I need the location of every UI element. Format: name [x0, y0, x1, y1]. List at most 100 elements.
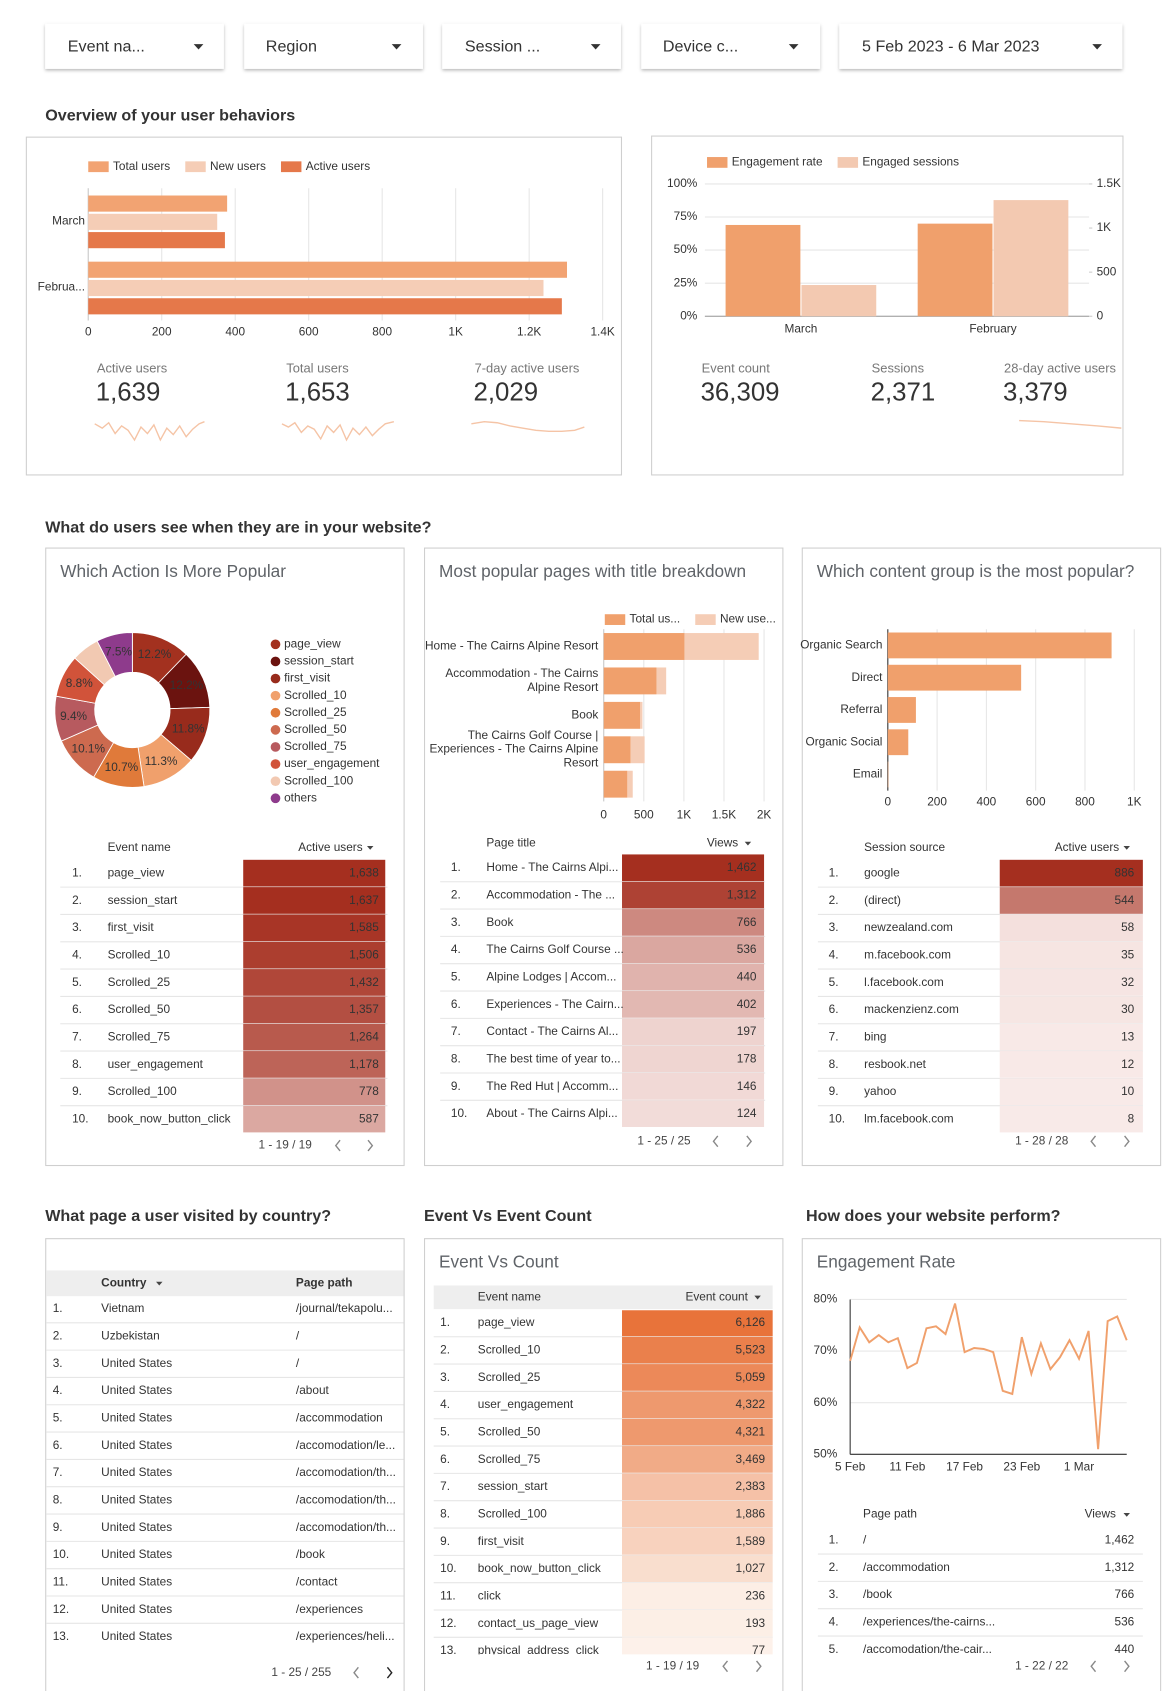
filter-dropdown[interactable]	[45, 23, 224, 69]
row-number: 4.	[440, 1397, 450, 1411]
table-cell: 1,027	[736, 1561, 766, 1575]
prev-page[interactable]	[1090, 1660, 1097, 1673]
column-header: Views	[707, 835, 738, 849]
next-page[interactable]	[367, 1139, 374, 1152]
table-cell: United States	[101, 1547, 172, 1561]
table-cell: Book	[486, 915, 513, 929]
table-cell: 766	[737, 915, 757, 929]
pagination: 1 - 19 / 19	[259, 1138, 313, 1152]
row-number: 4.	[72, 948, 82, 962]
y-tick-label: 0%	[680, 308, 698, 322]
legend-label: Scrolled_10	[284, 688, 347, 702]
bar	[887, 632, 1112, 659]
bar	[993, 200, 1069, 317]
table-cell: 440	[737, 970, 757, 984]
scorecard-label: 7-day active users	[475, 360, 580, 375]
prev-page[interactable]	[334, 1139, 341, 1152]
table-cell: /journal/tekapolu...	[296, 1301, 393, 1315]
y-tick-label: Accommodation - The Cairns Alpine Resort	[445, 666, 599, 694]
table-cell: 587	[359, 1111, 379, 1125]
column-header: Page path	[863, 1507, 917, 1521]
table-body: 1. / 1,462 2. /accommodation 1,312 3. /book 766 4…	[817, 1533, 1143, 1654]
table-cell: Scrolled_75	[108, 1030, 171, 1044]
table-cell: The best time of year to...	[486, 1051, 620, 1065]
heat-cell	[622, 1364, 773, 1391]
legend-label: New use...	[720, 612, 776, 626]
row-number: 2.	[451, 888, 461, 902]
table-cell: 178	[737, 1051, 757, 1065]
x-tick-label: 400	[977, 795, 997, 809]
legend-label: first_visit	[284, 671, 331, 685]
bar	[88, 195, 228, 212]
x-tick-label: March	[784, 321, 817, 335]
filter-dropdown[interactable]	[244, 23, 423, 69]
table-cell: /accommodation	[863, 1560, 950, 1574]
table-cell: page_view	[478, 1315, 535, 1329]
table-cell: first_visit	[108, 920, 155, 934]
row-number: 11.	[440, 1588, 456, 1602]
slice-label: 12.2%	[170, 678, 204, 692]
legend-label: Engagement rate	[732, 155, 823, 169]
x-tick-label: 800	[372, 325, 392, 339]
row-number: 6.	[451, 997, 461, 1011]
card-title: Engagement Rate	[817, 1251, 956, 1271]
table-cell: 1,589	[736, 1534, 766, 1548]
table-cell: 1,312	[1105, 1560, 1135, 1574]
bar	[603, 770, 628, 798]
legend-swatch	[707, 157, 728, 168]
card-title: Which content group is the most popular?	[817, 561, 1135, 581]
next-page[interactable]	[755, 1660, 762, 1673]
slice-label: 10.7%	[105, 760, 139, 774]
x-tick-label: 600	[1026, 795, 1046, 809]
date-range-dropdown[interactable]	[839, 23, 1123, 69]
x-tick-label: 400	[225, 325, 245, 339]
y2-tick-label: 1K	[1097, 220, 1112, 234]
row-number: 5.	[53, 1411, 63, 1425]
row-number: 8.	[440, 1506, 450, 1520]
prev-page[interactable]	[353, 1666, 359, 1679]
next-page[interactable]	[746, 1135, 753, 1148]
row-number: 5.	[451, 970, 461, 984]
prev-page[interactable]	[712, 1135, 719, 1148]
prev-page[interactable]	[1090, 1135, 1097, 1148]
next-page[interactable]	[1124, 1135, 1130, 1148]
row-number: 2.	[829, 1560, 839, 1574]
table-cell: session_start	[478, 1479, 548, 1493]
bar	[630, 736, 645, 764]
row-number: 9.	[53, 1520, 63, 1534]
x-tick-label: 1K	[1127, 795, 1142, 809]
heat-cell	[999, 1105, 1143, 1133]
legend-swatch	[604, 614, 626, 625]
prev-page[interactable]	[722, 1660, 729, 1673]
filter-dropdown[interactable]	[442, 23, 621, 69]
table-cell: Scrolled_100	[108, 1084, 177, 1098]
legend-label: Scrolled_75	[284, 739, 347, 753]
card-title: Which Action Is More Popular	[60, 561, 286, 581]
slice-label: 7.5%	[105, 645, 132, 659]
heat-cell	[622, 1609, 773, 1637]
x-tick-label: 5 Feb	[835, 1459, 866, 1473]
row-number: 6.	[829, 1002, 839, 1016]
heat-cell	[999, 969, 1143, 996]
row-number: 4.	[829, 948, 839, 962]
slice-label: 9.4%	[60, 709, 87, 723]
next-page[interactable]	[386, 1666, 393, 1679]
next-page[interactable]	[1124, 1660, 1130, 1673]
y-tick-label: 100%	[667, 176, 698, 190]
row-number: 10.	[72, 1111, 88, 1125]
heat-cell	[999, 859, 1143, 887]
heat-cell	[243, 1023, 386, 1051]
heat-cell	[243, 969, 386, 996]
pagination: 1 - 25 / 25	[637, 1133, 691, 1147]
slice-label: 11.3%	[145, 754, 178, 768]
heat-cell	[622, 1045, 765, 1073]
table-cell: /experiences/heli...	[296, 1629, 395, 1643]
heat-cell	[243, 996, 386, 1024]
table-cell: l.facebook.com	[864, 975, 944, 989]
filter-dropdown[interactable]	[641, 23, 821, 69]
bar	[88, 298, 562, 315]
row-number: 2.	[53, 1329, 63, 1343]
row-number: 10.	[829, 1111, 845, 1125]
scorecard-label: Event count	[702, 360, 771, 375]
pagination: 1 - 25 / 255	[271, 1665, 331, 1679]
